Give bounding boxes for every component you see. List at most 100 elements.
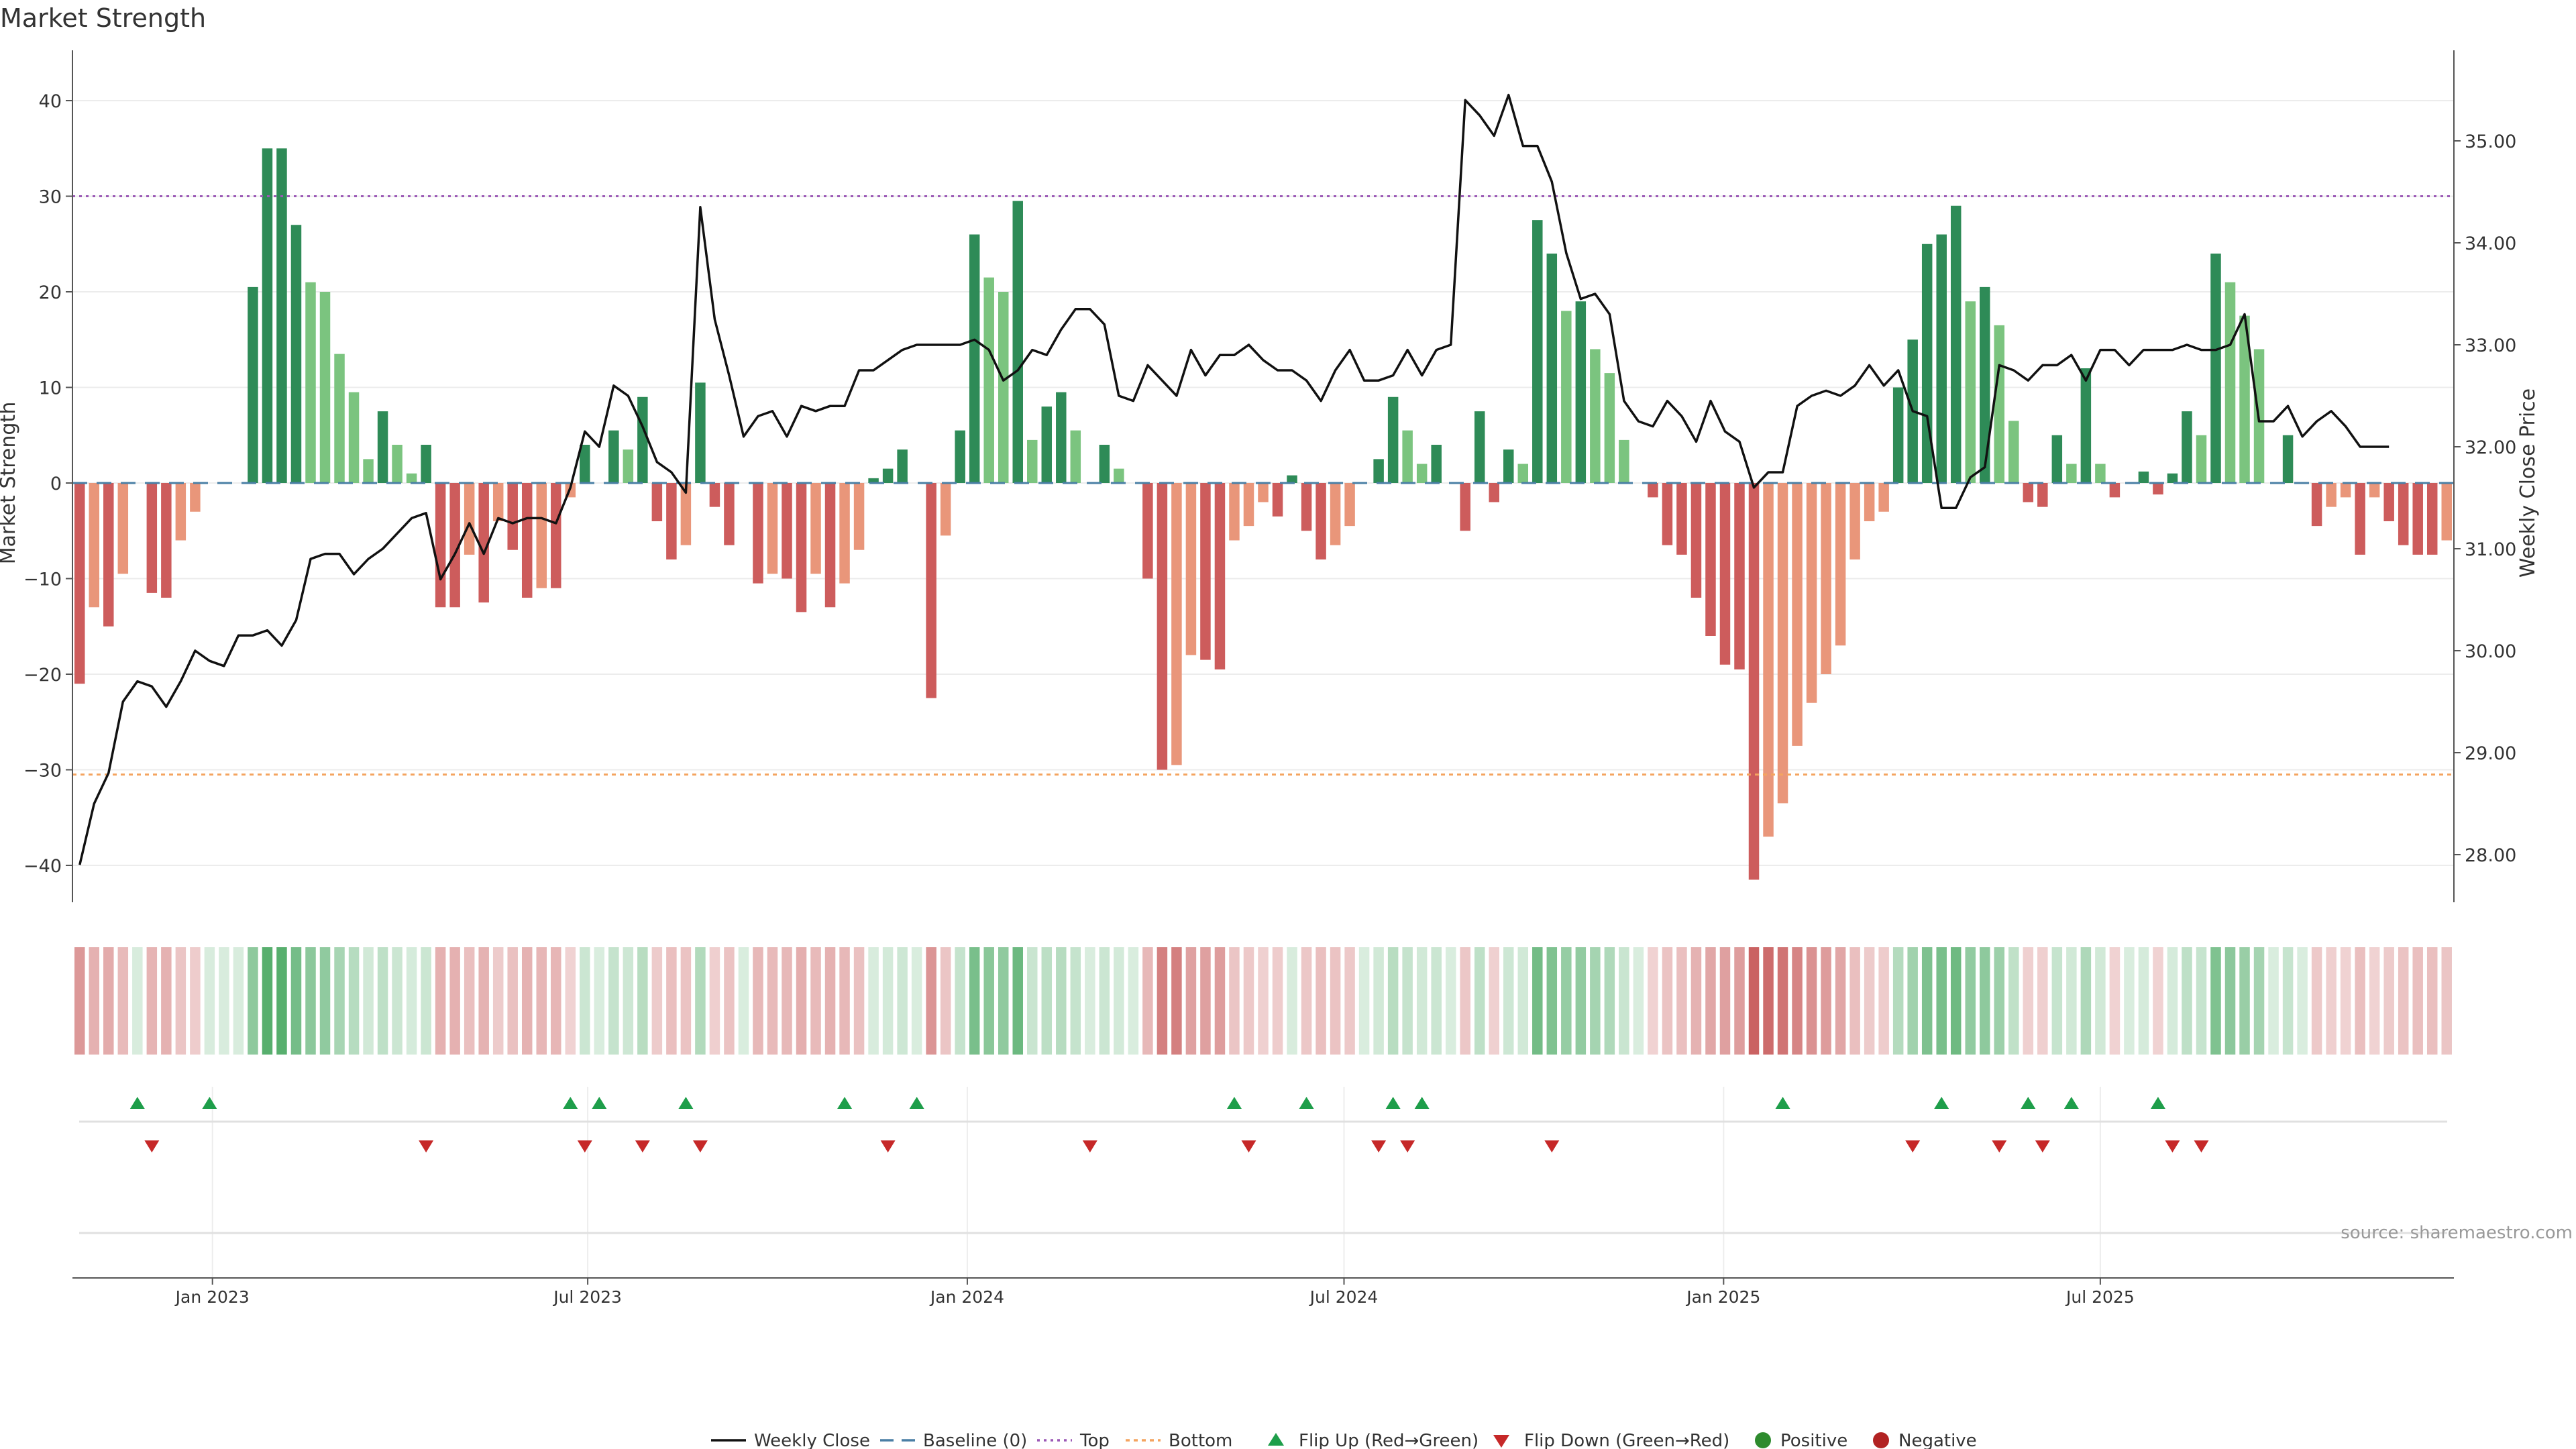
strength-bar — [623, 449, 634, 483]
heat-cell — [1676, 947, 1687, 1055]
flip-up-marker — [2150, 1097, 2165, 1109]
heat-cell — [2441, 947, 2452, 1055]
heat-cell — [2109, 947, 2121, 1055]
heat-cell — [2224, 947, 2236, 1055]
flip-down-marker — [1241, 1140, 1256, 1152]
heat-cell — [1373, 947, 1384, 1055]
strength-bar — [1590, 349, 1601, 483]
y-tick-label: −30 — [23, 761, 62, 782]
heat-cell — [1200, 947, 1211, 1055]
heat-cell — [132, 947, 143, 1055]
flip-up-marker — [563, 1097, 578, 1109]
strength-bar — [1546, 254, 1558, 483]
y2-tick-label: 34.00 — [2465, 233, 2516, 254]
strength-bar — [1099, 445, 1110, 483]
heat-cell — [666, 947, 677, 1055]
strength-bar — [2412, 483, 2423, 555]
heat-cell — [190, 947, 201, 1055]
heat-cell — [882, 947, 894, 1055]
strength-bar — [695, 382, 706, 483]
heat-cell — [1489, 947, 1499, 1055]
strength-bar — [1157, 483, 1168, 770]
strength-bar — [2153, 483, 2163, 495]
heat-cell — [1056, 947, 1067, 1055]
strength-bar — [2095, 464, 2106, 483]
heat-cell — [1921, 947, 1933, 1055]
strength-bar — [248, 286, 258, 483]
flip-up-marker — [592, 1097, 607, 1109]
strength-bar — [1604, 373, 1615, 483]
strength-bar — [1258, 483, 1269, 502]
reference-lines — [72, 195, 2454, 776]
heat-cell — [464, 947, 475, 1055]
flip-down-marker — [2165, 1140, 2180, 1152]
heat-cell — [536, 947, 547, 1055]
flip-down-marker — [880, 1140, 896, 1152]
heat-cell — [233, 947, 244, 1055]
y-tick-label: −10 — [23, 570, 62, 590]
strength-bar — [1214, 483, 1226, 669]
heat-cell — [1878, 947, 1889, 1055]
strength-bar — [2398, 483, 2409, 545]
strength-bar — [1719, 483, 1731, 665]
strength-bar — [1806, 483, 1817, 703]
heat-cell — [810, 947, 821, 1055]
heat-cell — [1980, 947, 1990, 1055]
x-axis: Jan 2023 Jul 2023 Jan 2024 Jul 2024 Jan 2025… — [72, 1277, 2454, 1307]
heat-cell — [1503, 947, 1514, 1055]
heat-cell — [1445, 947, 1456, 1055]
strength-heat-strip — [74, 947, 2452, 1055]
heat-cell — [1012, 947, 1023, 1055]
heat-cell — [1517, 947, 1529, 1055]
strength-bar — [724, 483, 735, 545]
heat-cell — [1229, 947, 1240, 1055]
strength-bar — [1792, 483, 1803, 746]
heat-cell — [868, 947, 879, 1055]
y2-tick-label: 35.00 — [2465, 131, 2516, 152]
strength-bar — [1662, 483, 1673, 545]
heat-cell — [2182, 947, 2192, 1055]
strength-bar — [868, 478, 879, 483]
heat-cell — [435, 947, 446, 1055]
heat-cell — [521, 947, 533, 1055]
strength-bar — [507, 483, 518, 550]
strength-bar — [2023, 483, 2034, 502]
strength-bar — [1676, 483, 1687, 555]
strength-bar — [969, 234, 980, 483]
heat-cell — [1777, 947, 1788, 1055]
x-tick-label: Jul 2025 — [2065, 1287, 2135, 1307]
strength-bar — [406, 473, 417, 483]
strength-bar — [377, 411, 388, 483]
strength-bar — [1344, 483, 1355, 527]
heat-cell — [89, 947, 100, 1055]
heat-cell — [262, 947, 273, 1055]
heat-cell — [551, 947, 561, 1055]
heat-cell — [2138, 947, 2149, 1055]
strength-bar — [1734, 483, 1745, 669]
strength-bar — [882, 468, 894, 483]
heat-cell — [2008, 947, 2019, 1055]
heat-cell — [1705, 947, 1716, 1055]
heat-cell — [1402, 947, 1413, 1055]
legend: Weekly Close Baseline (0) Top Bottom Flip Up… — [711, 1431, 1977, 1449]
heat-cell — [1532, 947, 1543, 1055]
heat-cell — [2369, 947, 2380, 1055]
heat-cell — [74, 947, 85, 1055]
flip-down-marker — [419, 1140, 434, 1152]
strength-bar — [1301, 483, 1312, 531]
heat-cell — [2095, 947, 2106, 1055]
heat-cell — [1272, 947, 1283, 1055]
strength-bar — [1316, 483, 1326, 559]
y2-tick-label: 32.00 — [2465, 437, 2516, 458]
heat-cell — [204, 947, 215, 1055]
heat-cell — [2383, 947, 2394, 1055]
strength-bar — [1171, 483, 1182, 765]
heat-cell — [334, 947, 345, 1055]
heat-cell — [651, 947, 663, 1055]
heat-cell — [348, 947, 360, 1055]
strength-bar — [521, 483, 533, 598]
strength-bar — [1705, 483, 1716, 636]
y2-tick-label: 30.00 — [2465, 641, 2516, 662]
y-tick-label: 10 — [39, 378, 62, 399]
heat-cell — [1950, 947, 1962, 1055]
